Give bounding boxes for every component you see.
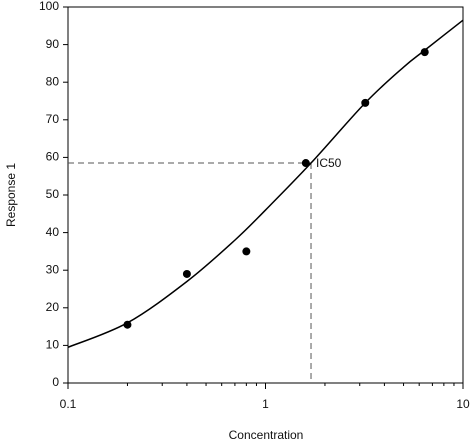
y-tick-label: 60 bbox=[46, 150, 60, 164]
y-tick-label: 80 bbox=[46, 74, 60, 88]
y-tick-label: 10 bbox=[46, 338, 60, 352]
y-axis-title: Response 1 bbox=[4, 163, 18, 227]
x-axis-title: Concentration bbox=[229, 428, 304, 442]
x-tick-label: 1 bbox=[262, 397, 269, 411]
data-point bbox=[301, 159, 310, 168]
x-tick-label: 0.1 bbox=[60, 397, 77, 411]
y-tick-label: 70 bbox=[46, 112, 60, 126]
y-tick-label: 50 bbox=[46, 187, 60, 201]
annotation: IC50 bbox=[316, 156, 342, 170]
x-tick-label: 10 bbox=[456, 397, 470, 411]
y-tick-label: 90 bbox=[46, 37, 60, 51]
y-tick-label: 20 bbox=[46, 300, 60, 314]
data-point bbox=[242, 247, 251, 256]
data-point bbox=[420, 48, 429, 57]
y-tick-label: 100 bbox=[39, 0, 59, 13]
y-tick-label: 40 bbox=[46, 225, 60, 239]
y-tick-label: 30 bbox=[46, 262, 60, 276]
data-point bbox=[182, 269, 191, 278]
y-tick-label: 0 bbox=[52, 375, 59, 389]
data-point bbox=[123, 320, 132, 329]
fit-curve bbox=[67, 19, 464, 348]
